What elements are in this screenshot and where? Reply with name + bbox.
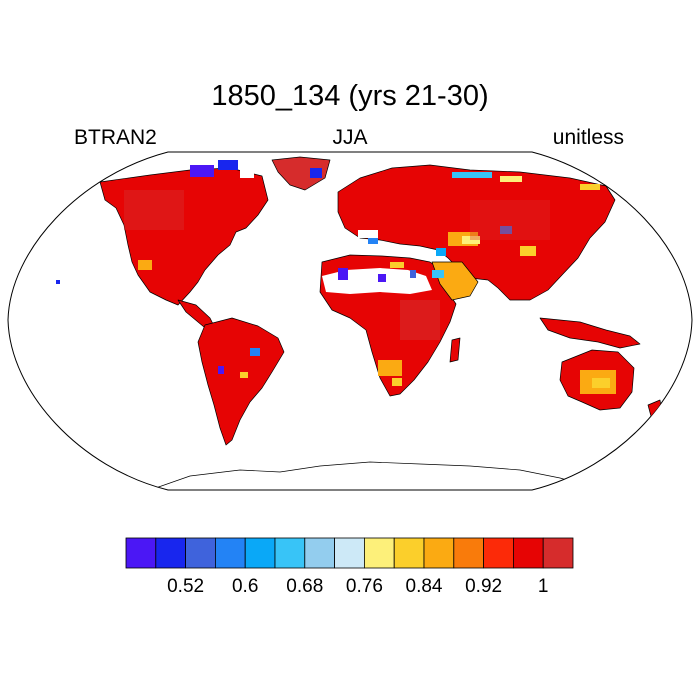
colorbar-swatch <box>363 537 395 569</box>
season-label: JJA <box>332 126 368 149</box>
colorbar-tick-label: 0.6 <box>232 576 258 597</box>
colorbar-swatch <box>483 537 514 569</box>
colorbar-swatch <box>513 537 544 569</box>
land-greenland <box>271 156 331 191</box>
island-hawaii <box>56 280 60 284</box>
colorbar-swatch <box>244 537 276 569</box>
colorbar-swatch <box>274 537 306 569</box>
colorbar-tick-label: 0.84 <box>406 576 443 597</box>
land-madagascar <box>449 337 461 363</box>
colorbar-swatch <box>155 537 187 569</box>
units-label: unitless <box>552 126 624 149</box>
colorbar: 0.52 0.6 0.68 0.76 0.84 0.92 1 <box>125 537 574 597</box>
colorbar-tick-label: 0.68 <box>286 576 323 597</box>
colorbar-tick-label: 0.92 <box>465 576 502 597</box>
colorbar-tick-label: 1 <box>538 576 549 597</box>
colorbar-tick-label: 0.52 <box>167 576 204 597</box>
land-maritime-asia <box>539 317 641 349</box>
dry-patches <box>124 160 616 394</box>
colorbar-swatch <box>304 537 335 569</box>
colorbar-swatch <box>453 537 484 569</box>
colorbar-tick-label: 0.76 <box>346 576 383 597</box>
colorbar-swatch <box>393 537 425 569</box>
colorbar-swatch <box>185 537 216 569</box>
map-title: 1850_134 (yrs 21-30) <box>211 80 489 112</box>
map-frame <box>7 151 693 491</box>
land-north-america <box>99 167 269 306</box>
colorbar-swatch <box>334 537 365 569</box>
colorbar-swatch <box>423 537 455 569</box>
colorbar-swatch <box>214 537 246 569</box>
variable-label: BTRAN2 <box>74 126 157 149</box>
colorbar-swatch <box>125 537 157 569</box>
colorbar-swatch <box>542 537 574 569</box>
land-antarctica <box>149 461 601 490</box>
land-south-america <box>197 317 285 446</box>
